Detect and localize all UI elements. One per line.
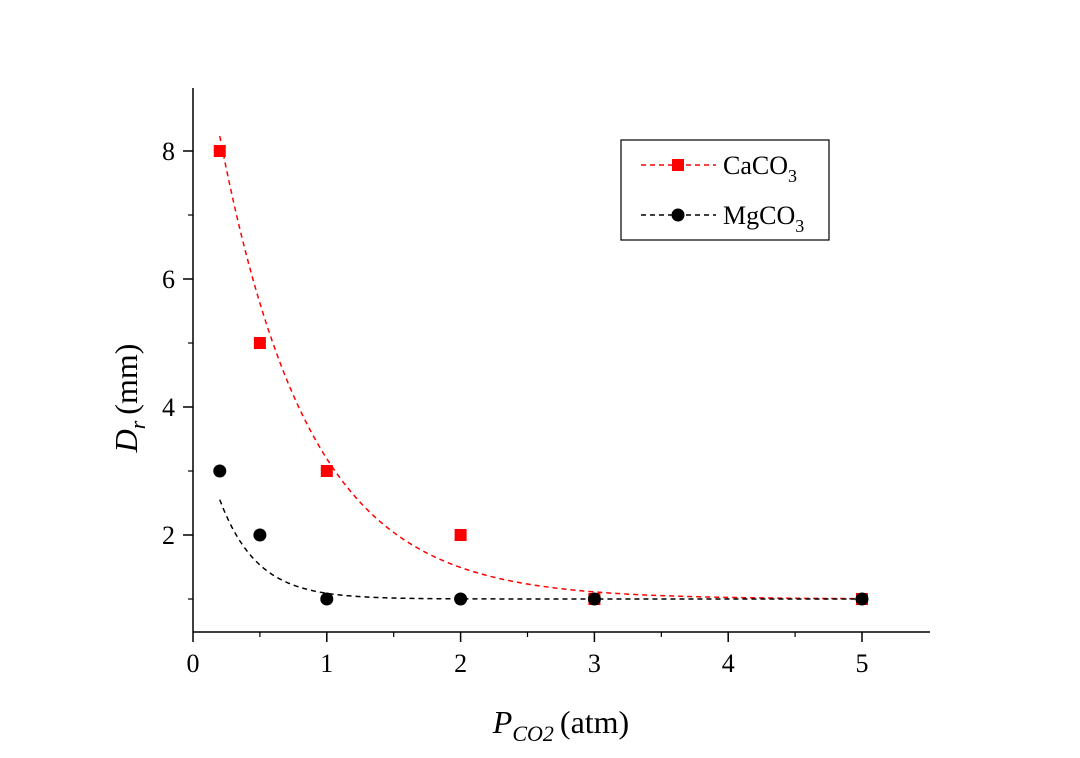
legend-label-caco3: CaCO3	[723, 151, 797, 186]
data-point	[253, 528, 267, 542]
x-tick-label: 5	[856, 649, 869, 678]
legend-marker-caco3	[672, 159, 684, 171]
legend: CaCO3 MgCO3	[620, 139, 830, 241]
data-point	[587, 592, 601, 606]
x-axis-title: PCO2 (atm)	[492, 704, 629, 746]
data-point	[454, 592, 468, 606]
axes: 0 1 2 3 4 5 2 4 6 8	[162, 88, 930, 678]
data-point	[855, 592, 869, 606]
y-tick-label: 2	[162, 521, 175, 550]
x-tick-label: 0	[187, 649, 200, 678]
x-tick-label: 3	[588, 649, 601, 678]
data-point	[253, 337, 266, 349]
legend-frame	[620, 139, 830, 241]
data-point	[213, 464, 227, 478]
legend-label-mgco3: MgCO3	[723, 201, 804, 236]
y-tick-label: 4	[162, 393, 175, 422]
data-point	[213, 145, 226, 157]
y-tick-label: 6	[162, 265, 175, 294]
x-tick-label: 1	[320, 649, 333, 678]
data-point	[320, 592, 334, 606]
legend-item-mgco3: MgCO3	[641, 201, 804, 236]
series-layer	[213, 135, 869, 606]
fit-curve	[219, 135, 863, 600]
data-point	[454, 529, 467, 541]
legend-item-caco3: CaCO3	[641, 151, 797, 186]
y-tick-label: 8	[162, 137, 175, 166]
series-mgco3	[213, 464, 869, 606]
x-tick-label: 2	[454, 649, 467, 678]
fit-curve	[219, 499, 862, 600]
data-point	[320, 465, 333, 477]
y-axis-title: Dr(mm)	[108, 344, 150, 454]
legend-marker-mgco3	[671, 208, 685, 222]
x-tick-label: 4	[722, 649, 735, 678]
